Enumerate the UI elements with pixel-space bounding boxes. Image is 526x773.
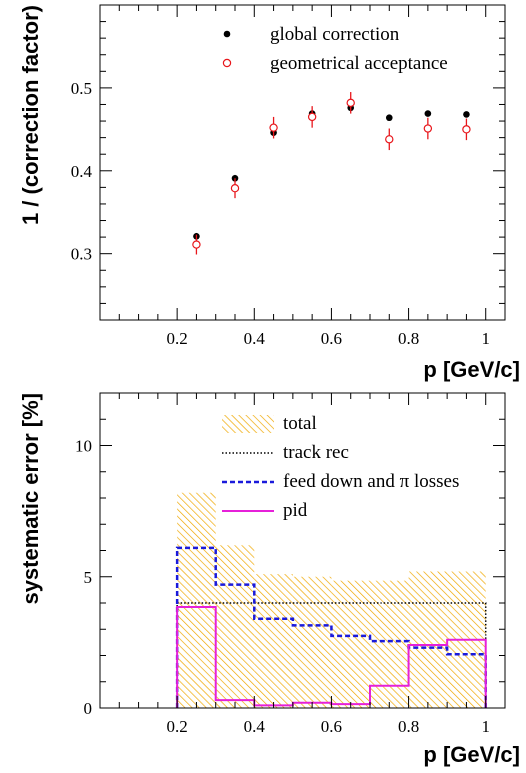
x-tick-label: 0.2: [167, 329, 188, 348]
x-axis-title: p [GeV/c]: [423, 357, 520, 382]
x-tick-label: 0.8: [398, 329, 419, 348]
x-tick-label: 0.6: [321, 717, 342, 736]
histogram-line: [175, 546, 487, 708]
y-tick-label: 0.3: [71, 245, 92, 264]
legend-label: pid: [283, 500, 308, 521]
total-bin-bar: [177, 492, 216, 708]
plot-frame: [99, 4, 506, 321]
total-bin-bar: [254, 574, 293, 708]
acceptance-correction-panel: 0.2 0.4 0.6 0.8 1 0.3 0.4 0.5 p [GeV/c] 1 / (corr…: [18, 4, 520, 382]
total-bin-bar: [215, 545, 255, 708]
data-point: [423, 124, 433, 133]
legend-label: track rec: [283, 442, 349, 463]
histogram-line: [176, 602, 487, 708]
data-point: [192, 240, 201, 249]
total-bin-bar: [408, 571, 448, 708]
series-track-rec: [176, 602, 487, 708]
x-axis-title: p [GeV/c]: [423, 742, 520, 767]
x-tick-label: 0.6: [321, 329, 342, 348]
data-point: [462, 125, 471, 134]
x-tick-label: 1: [481, 329, 490, 348]
x-tick-label: 0.8: [398, 717, 419, 736]
data-point: [385, 135, 394, 144]
x-tick-label: 0.4: [244, 329, 266, 348]
legend-label: total: [283, 413, 317, 434]
data-point: [346, 98, 355, 108]
y-tick-label: 0: [84, 699, 93, 718]
total-bin-bar: [292, 576, 332, 708]
total-bin-bar: [331, 580, 370, 708]
data-point: [269, 123, 278, 132]
data-point: [463, 111, 470, 118]
data-point: [424, 110, 432, 117]
series-total: [177, 492, 486, 708]
y-tick-label: 0.4: [71, 162, 93, 181]
legend-marker: [223, 30, 231, 38]
legend-label: feed down and π losses: [283, 471, 459, 492]
y-tick-label: 10: [75, 437, 92, 456]
y-tick-label: 5: [84, 568, 93, 587]
data-point: [307, 112, 317, 122]
series-geometrical-acceptance: [192, 92, 471, 255]
total-bin-bar: [370, 580, 409, 708]
legend: total track rec feed down and π losses pid: [222, 413, 459, 521]
legend: global correction geometrical acceptance: [222, 24, 448, 74]
legend-label: global correction: [270, 24, 400, 45]
series-feed-down-and-losses: [175, 546, 487, 708]
data-point: [230, 183, 240, 193]
legend-label: geometrical acceptance: [270, 53, 448, 74]
y-tick-label: 0.5: [71, 79, 92, 98]
x-tick-label: 1: [481, 717, 490, 736]
x-tick-label: 0.2: [167, 717, 188, 736]
legend-swatch: [222, 415, 274, 433]
x-tick-label: 0.4: [244, 717, 266, 736]
legend-marker: [222, 58, 232, 68]
y-axis-title: systematic error [%]: [18, 393, 43, 605]
y-axis-title: 1 / (correction factor): [18, 5, 43, 225]
data-point: [385, 114, 393, 122]
